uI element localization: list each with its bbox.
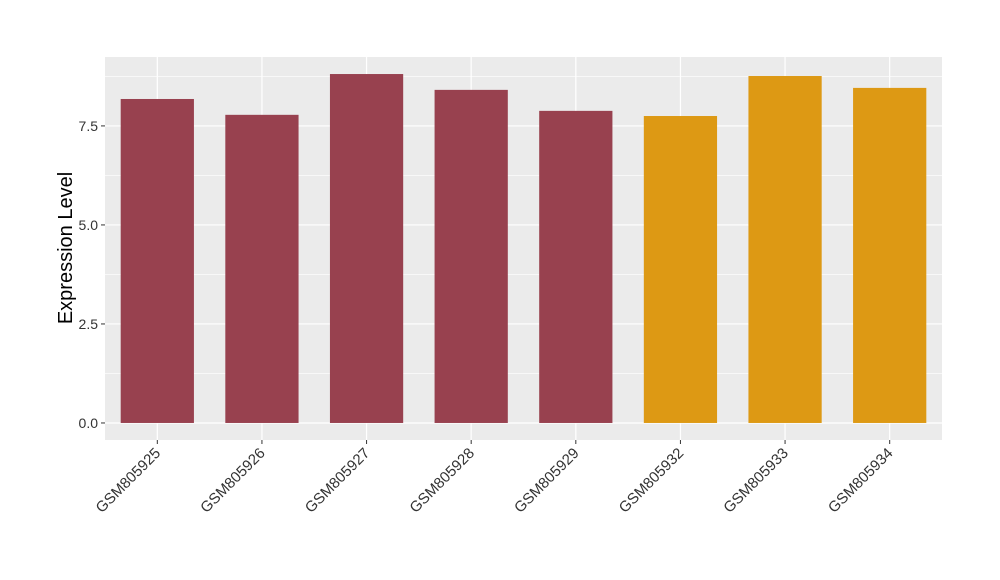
x-tick-label: GSM805926 (197, 445, 269, 517)
y-tick-label: 5.0 (79, 217, 99, 233)
bar (434, 89, 508, 423)
bar (329, 74, 404, 423)
x-tick-label: GSM805928 (406, 445, 478, 517)
bar (853, 87, 927, 423)
y-tick-label: 7.5 (79, 118, 99, 134)
y-tick-label: 0.0 (79, 415, 99, 431)
bar (643, 116, 718, 423)
bar (225, 114, 299, 423)
x-tick-label: GSM805925 (93, 445, 165, 517)
y-tick-label: 2.5 (79, 316, 99, 332)
x-tick-label: GSM805934 (825, 445, 897, 517)
x-tick-label: GSM805933 (720, 445, 792, 517)
y-axis-title: Expression Level (55, 172, 77, 324)
x-tick-label: GSM805927 (302, 445, 374, 517)
bar (120, 98, 194, 423)
x-tick-label: GSM805929 (511, 445, 583, 517)
x-tick-label: GSM805932 (616, 445, 688, 517)
bar (748, 76, 822, 423)
bar (539, 110, 613, 423)
